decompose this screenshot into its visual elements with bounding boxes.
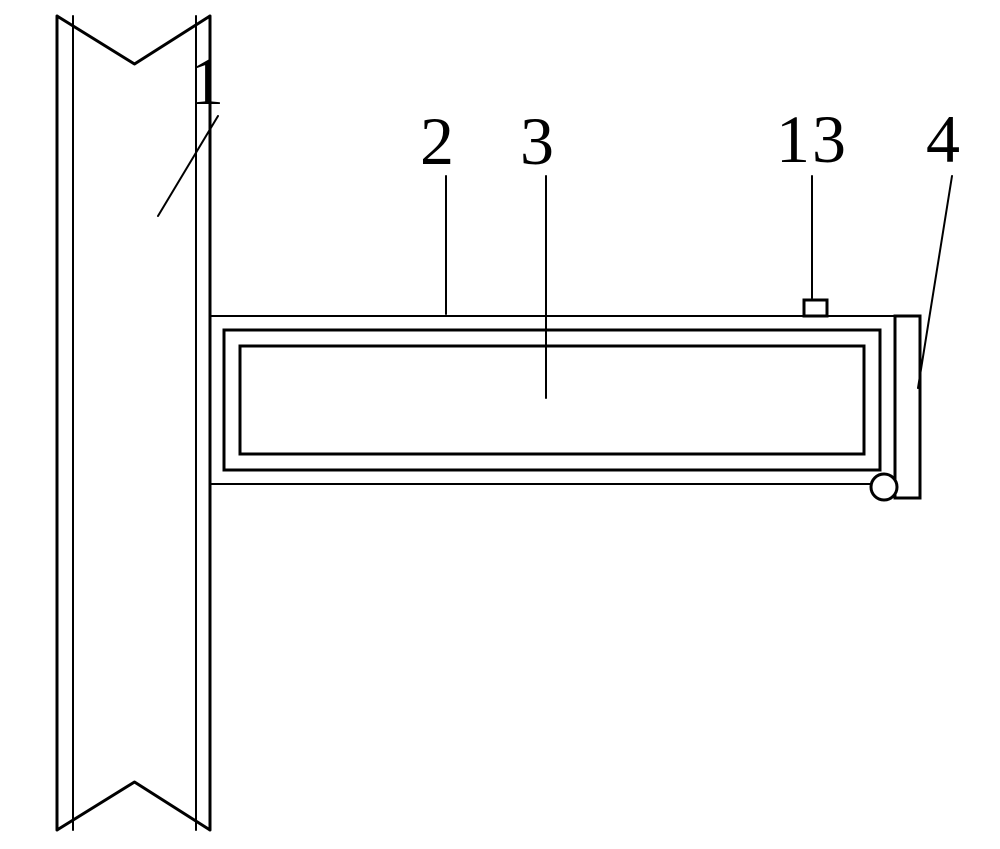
pivot-circle xyxy=(871,474,897,500)
label-13: 13 xyxy=(776,100,848,179)
inner-box xyxy=(240,346,864,454)
lead-line-4 xyxy=(918,176,952,388)
top-tab xyxy=(804,300,827,316)
column-break-bottom xyxy=(57,782,210,830)
label-1: 1 xyxy=(190,42,226,121)
endcap xyxy=(895,316,920,498)
column-break-top xyxy=(57,16,210,64)
label-3: 3 xyxy=(520,102,556,181)
technical-diagram xyxy=(0,0,1000,849)
mid-box xyxy=(224,330,880,470)
label-4: 4 xyxy=(926,100,962,179)
label-2: 2 xyxy=(420,102,456,181)
